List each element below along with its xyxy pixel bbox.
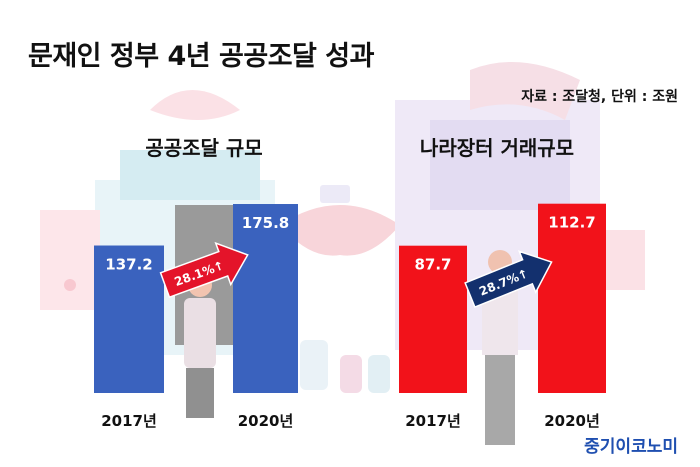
bar-value-label-1-1: 112.7 [548,214,595,232]
bar-value-label-0-0: 137.2 [105,256,152,274]
x-tick-label-1-1: 2020년 [544,412,600,430]
bar-0-1 [233,204,298,393]
bar-value-label-0-1: 175.8 [242,214,289,232]
bar-1-1 [538,203,606,393]
brand-logo-text: 중기이코노미 [584,437,678,457]
x-tick-label-0-0: 2017년 [101,412,157,430]
page-title: 문재인 정부 4년 공공조달 성과 [28,41,374,72]
arrow-shape-0 [159,241,249,299]
chart-title-naramarket: 나라장터 거래규모 [419,136,575,160]
arrow-shape-1 [464,250,553,309]
source-note: 자료 : 조달청, 단위 : 조원 [521,89,678,105]
chart-title-public-procurement: 공공조달 규모 [145,136,263,160]
x-tick-label-0-1: 2020년 [238,412,294,430]
x-tick-label-1-0: 2017년 [405,412,461,430]
bar-0-0 [94,245,164,393]
bar-1-0 [399,245,467,393]
bar-value-label-1-0: 87.7 [414,256,451,274]
